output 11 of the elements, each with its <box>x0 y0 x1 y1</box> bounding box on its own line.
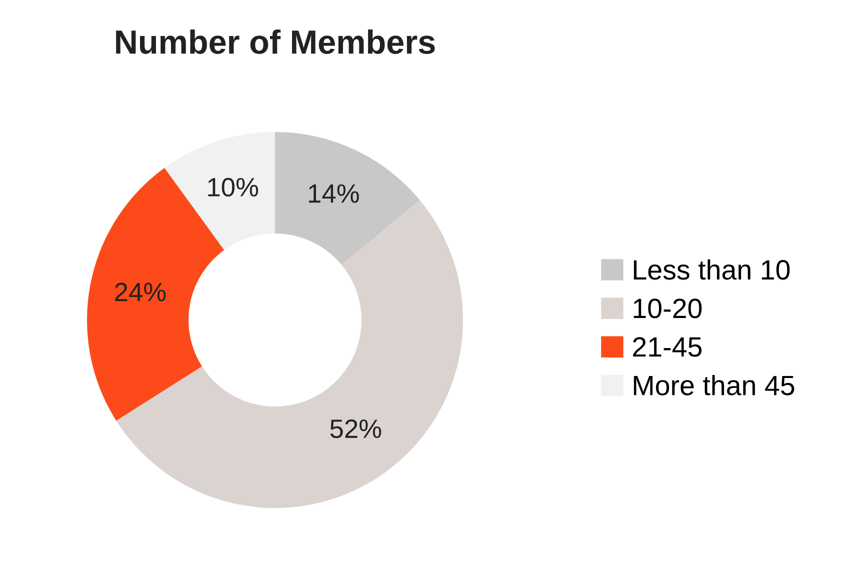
legend-label: 21-45 <box>633 337 702 357</box>
data-label: 52% <box>330 419 382 438</box>
legend-label: More than 45 <box>634 374 794 396</box>
donut-slice <box>164 132 275 250</box>
chart-title: Number of Members <box>116 29 435 54</box>
data-label: 14% <box>309 184 359 203</box>
legend-label: Less than 10 <box>634 259 790 280</box>
data-label: 24% <box>115 282 166 302</box>
donut-slice <box>275 132 420 265</box>
data-label: 10% <box>208 178 258 197</box>
legend-label: 10-20 <box>634 298 702 318</box>
